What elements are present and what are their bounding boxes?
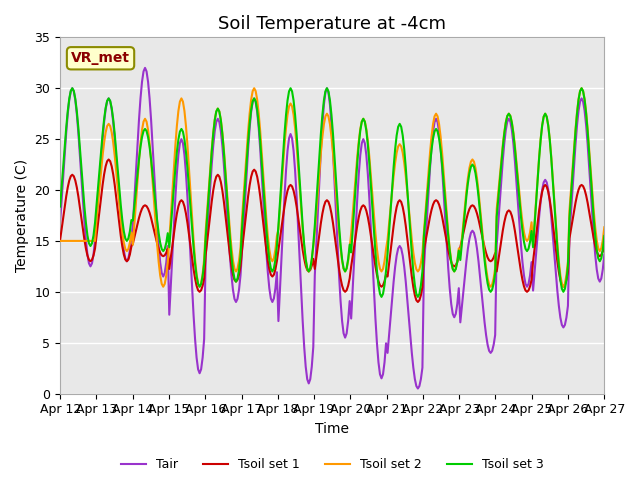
- Tsoil set 1: [573, 192, 581, 198]
- Tair: [123, 258, 131, 264]
- Tsoil set 1: [600, 243, 608, 249]
- Tair: [414, 385, 422, 391]
- Tsoil set 3: [247, 107, 255, 113]
- Tair: [296, 256, 303, 262]
- Tsoil set 2: [220, 146, 228, 152]
- Tsoil set 1: [56, 237, 64, 242]
- Tsoil set 3: [220, 149, 228, 155]
- Tsoil set 2: [238, 215, 246, 221]
- Tair: [220, 162, 228, 168]
- Tsoil set 2: [123, 248, 131, 254]
- Tsoil set 3: [68, 85, 76, 91]
- Tsoil set 1: [238, 247, 246, 252]
- Tsoil set 3: [296, 177, 303, 183]
- Tsoil set 1: [296, 225, 303, 231]
- Tsoil set 2: [250, 85, 258, 91]
- Tsoil set 3: [378, 294, 385, 300]
- Tair: [600, 252, 608, 258]
- Line: Tsoil set 3: Tsoil set 3: [60, 88, 604, 297]
- Tair: [141, 65, 149, 71]
- Tair: [247, 109, 255, 115]
- Tsoil set 3: [573, 111, 581, 117]
- Y-axis label: Temperature (C): Temperature (C): [15, 159, 29, 272]
- Tsoil set 1: [220, 199, 228, 204]
- Tsoil set 2: [56, 238, 64, 244]
- Tsoil set 2: [573, 109, 581, 115]
- Tair: [56, 219, 64, 225]
- Line: Tsoil set 1: Tsoil set 1: [60, 159, 604, 302]
- Title: Soil Temperature at -4cm: Soil Temperature at -4cm: [218, 15, 446, 33]
- Tsoil set 3: [125, 236, 132, 241]
- Tsoil set 1: [105, 156, 113, 162]
- Tsoil set 2: [600, 224, 608, 230]
- Tsoil set 2: [298, 206, 305, 212]
- Tsoil set 3: [238, 225, 246, 231]
- Legend: Tair, Tsoil set 1, Tsoil set 2, Tsoil set 3: Tair, Tsoil set 1, Tsoil set 2, Tsoil se…: [116, 454, 548, 477]
- Tsoil set 3: [600, 233, 608, 239]
- Tair: [573, 122, 581, 128]
- X-axis label: Time: Time: [316, 422, 349, 436]
- Tair: [238, 248, 246, 254]
- Text: VR_met: VR_met: [71, 51, 130, 65]
- Line: Tair: Tair: [60, 68, 604, 388]
- Tsoil set 1: [414, 299, 422, 305]
- Tsoil set 2: [159, 284, 167, 289]
- Line: Tsoil set 2: Tsoil set 2: [60, 88, 604, 287]
- Tsoil set 1: [125, 257, 132, 263]
- Tsoil set 2: [247, 97, 255, 103]
- Tsoil set 3: [56, 204, 64, 209]
- Tsoil set 1: [247, 174, 255, 180]
